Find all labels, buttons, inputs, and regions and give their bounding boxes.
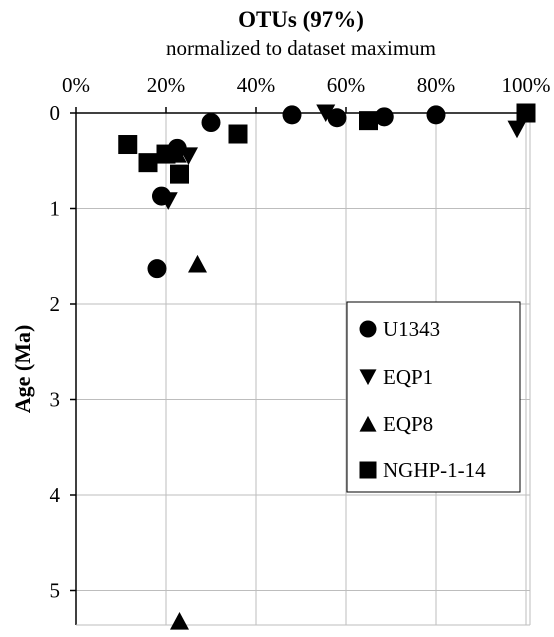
data-points	[118, 103, 536, 630]
legend-item: EQP1	[359, 365, 433, 389]
series-eqp8	[167, 145, 207, 630]
data-point	[188, 254, 207, 273]
data-point	[359, 111, 378, 131]
legend-label: NGHP-1-14	[383, 458, 486, 482]
chart-subtitle: normalized to dataset maximum	[166, 36, 436, 60]
legend: U1343 EQP1 EQP8 NGHP-1-14	[346, 301, 521, 493]
y-tick-label: 3	[50, 388, 61, 412]
y-tick-label: 4	[50, 483, 61, 507]
legend-label: EQP8	[383, 412, 433, 436]
x-tick-label: 0%	[62, 73, 90, 97]
data-point	[158, 192, 178, 210]
legend-item: EQP8	[359, 412, 433, 436]
y-axis-label: Age (Ma)	[10, 325, 35, 414]
data-point	[170, 612, 189, 630]
legend-box	[346, 301, 521, 493]
legend-label: U1343	[383, 317, 440, 341]
data-point	[507, 120, 527, 139]
legend-marker	[359, 369, 377, 386]
data-point	[228, 124, 248, 144]
legend-item: NGHP-1-14	[359, 458, 486, 482]
chart-title: OTUs (97%)	[238, 7, 364, 32]
y-axis-ticks: 0 1 2 3 4 5	[50, 101, 76, 603]
x-tick-label: 100%	[502, 73, 551, 97]
x-axis-ticks: 0% 20% 40% 60% 80% 100%	[62, 73, 551, 113]
data-point	[316, 104, 336, 123]
data-point	[282, 105, 302, 125]
legend-marker	[359, 320, 377, 338]
data-point	[201, 113, 221, 133]
data-point	[156, 144, 176, 164]
series-nghp-1-14	[118, 103, 536, 184]
x-tick-label: 40%	[237, 73, 276, 97]
legend-marker	[359, 415, 377, 432]
data-point	[179, 147, 198, 165]
plot-area	[75, 112, 531, 626]
series-u1343	[147, 105, 446, 279]
data-point	[170, 164, 189, 184]
y-tick-label: 1	[50, 197, 61, 221]
data-point	[118, 135, 138, 155]
x-tick-label: 20%	[147, 73, 186, 97]
data-point	[426, 105, 446, 125]
x-tick-label: 60%	[327, 73, 366, 97]
data-point	[327, 108, 347, 128]
data-point	[516, 103, 536, 123]
series-eqp1	[158, 104, 527, 210]
data-point	[374, 107, 394, 127]
legend-item: U1343	[359, 317, 440, 341]
legend-marker	[359, 461, 377, 479]
data-point	[147, 259, 167, 279]
x-tick-label: 80%	[417, 73, 456, 97]
y-tick-label: 5	[50, 579, 61, 603]
y-tick-label: 0	[50, 101, 61, 125]
y-tick-label: 2	[50, 292, 61, 316]
data-point	[138, 153, 158, 173]
legend-label: EQP1	[383, 365, 433, 389]
